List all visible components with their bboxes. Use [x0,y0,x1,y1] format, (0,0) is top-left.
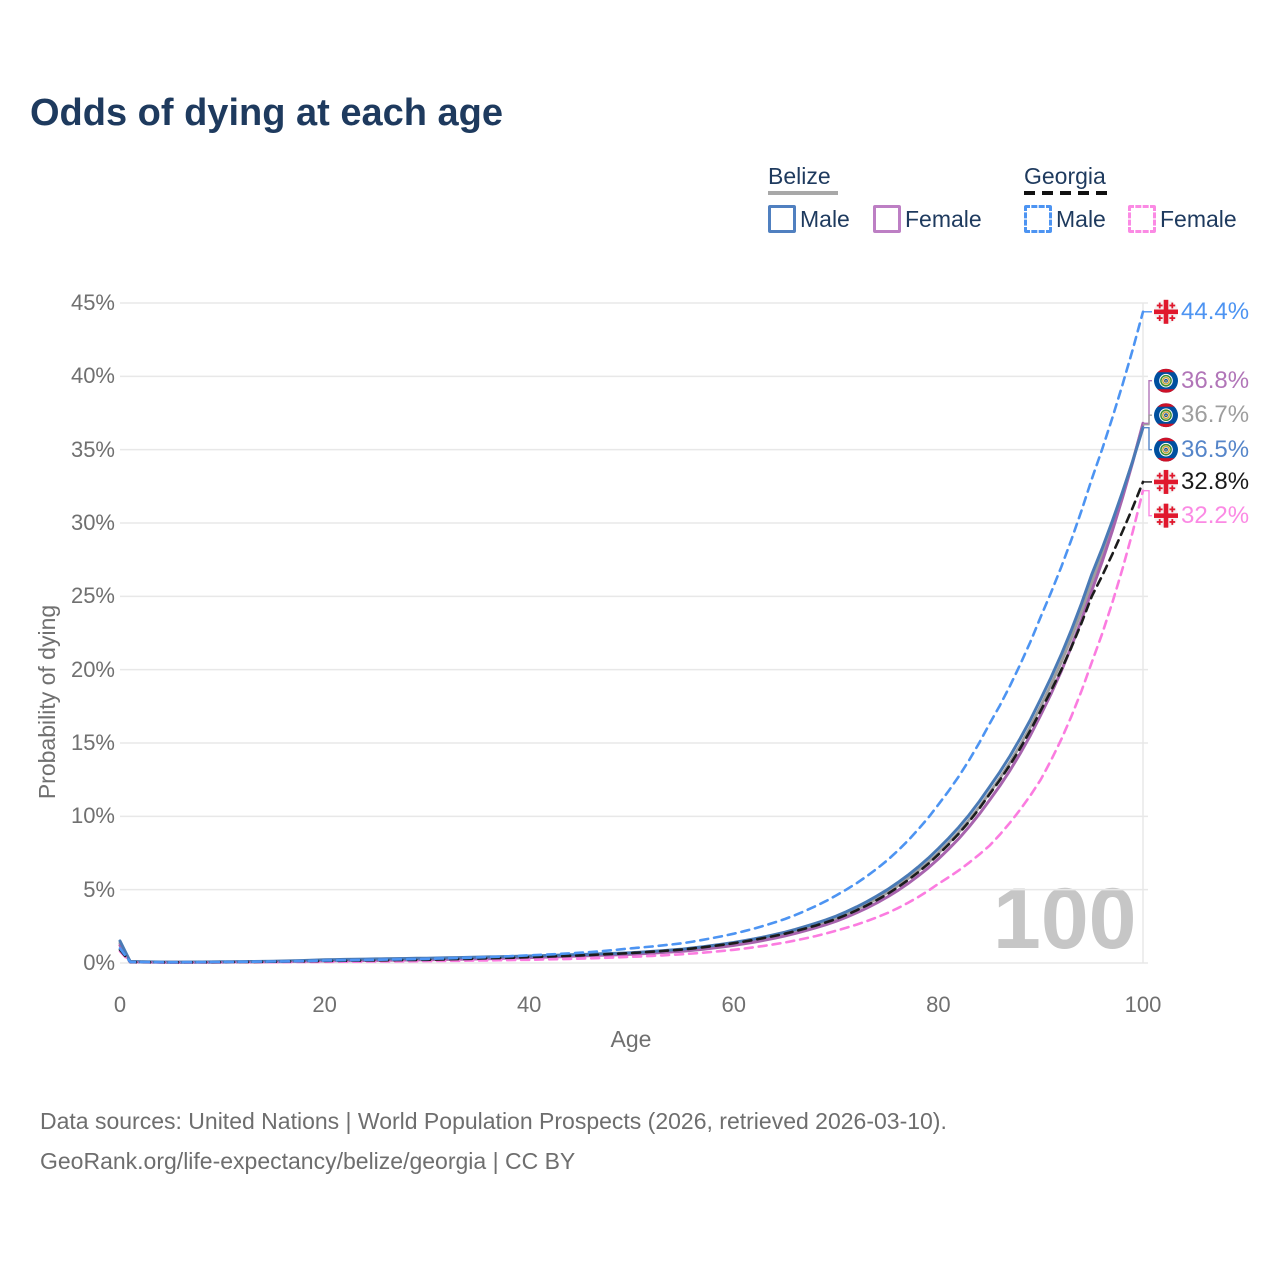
georgia-flag-icon [1154,299,1178,324]
georgia-female-checkbox[interactable] [1128,205,1156,233]
belize-female-label: Female [905,206,982,232]
belize-male-checkbox[interactable] [768,205,796,233]
y-tick-label: 30% [70,510,115,535]
end-label-connector [1143,490,1152,517]
georgia-flag-icon [1154,469,1178,494]
x-axis-title: Age [610,1026,652,1052]
georgia-flag-icon [1154,503,1178,528]
x-tick-label: 100 [1124,992,1162,1017]
end-label-connector [1143,414,1152,426]
y-tick-label: 40% [70,363,115,389]
end-value-label-georgia: 32.8% [1181,467,1250,495]
y-tick-label: 45% [70,290,115,315]
georgia-line-style-swatch [1024,191,1112,195]
attribution-text: GeoRank.org/life-expectancy/belize/georg… [40,1148,576,1174]
georgia-female-label: Female [1160,206,1237,232]
end-value-label-belize: 36.7% [1181,401,1250,429]
y-tick-label: 5% [83,876,115,902]
series-line-georgia-male[interactable] [118,310,1145,964]
legend-group-belize: Belize [768,163,831,189]
end-value-label-georgia-male: 44.4% [1181,297,1250,325]
end-value-label-belize-male: 36.5% [1181,435,1250,463]
page-title: Odds of dying at each age [30,92,503,134]
end-value-label-georgia-female: 32.2% [1181,501,1250,529]
belize-flag-icon [1154,403,1178,428]
belize-female-checkbox[interactable] [873,205,901,233]
y-tick-label: 15% [70,730,115,755]
x-tick-label: 40 [516,992,542,1017]
age-cursor-watermark: 100 [993,871,1137,967]
data-sources-text: Data sources: United Nations | World Pop… [40,1108,947,1134]
end-label-connector [1143,426,1152,451]
series-line-belize-female[interactable] [118,421,1145,964]
georgia-male-checkbox[interactable] [1024,205,1052,233]
series-line-belize-male[interactable] [118,426,1145,964]
y-tick-label: 20% [70,656,115,682]
belize-flag-icon [1154,437,1178,462]
y-tick-label: 10% [70,803,115,829]
belize-flag-icon [1154,368,1178,393]
x-tick-label: 20 [312,992,337,1017]
georgia-male-label: Male [1056,206,1106,232]
end-value-label-belize-female: 36.8% [1181,366,1250,394]
y-tick-label: 35% [70,436,115,462]
series-line-georgia-female[interactable] [118,489,1145,964]
x-tick-label: 80 [926,992,951,1017]
legend-group-georgia: Georgia [1024,163,1106,189]
y-tick-label: 0% [83,950,115,975]
end-label-connector [1143,380,1152,424]
y-tick-label: 25% [70,583,115,609]
belize-male-label: Male [800,206,850,232]
belize-line-style-swatch [768,191,838,195]
series-line-belize[interactable] [118,423,1145,964]
series-line-georgia[interactable] [118,480,1145,964]
x-tick-label: 0 [113,992,127,1017]
x-tick-label: 60 [721,992,747,1017]
